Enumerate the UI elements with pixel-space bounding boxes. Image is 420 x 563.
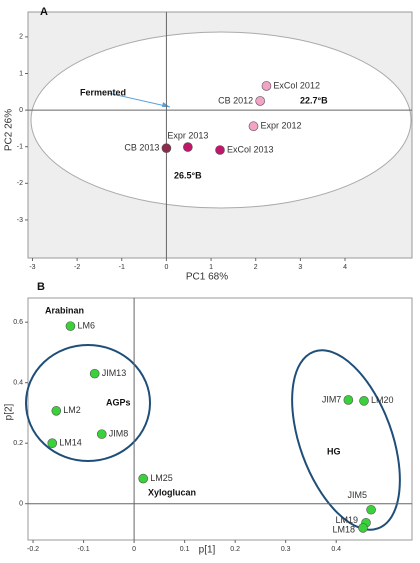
annotation: 22.7°B [300,95,328,105]
group-ellipse [25,344,151,462]
point-label: Expr 2013 [167,130,208,140]
point [161,143,172,153]
panel-title: A [40,6,48,18]
confidence-ellipse [30,31,412,209]
y-tick-label: 2 [19,34,23,41]
y-tick-label: 1 [19,70,23,77]
point-label: LM6 [77,321,95,331]
x-tick-label: 4 [343,264,347,271]
x-tick-label: 0.3 [281,546,291,553]
point-label: LM14 [59,438,82,448]
x-tick-label: 0.4 [331,546,341,553]
x-tick-label: 3 [298,264,302,271]
y-tick-label: -3 [17,217,23,224]
group-ellipse [291,349,401,531]
point-label: LM18 [332,524,355,534]
point [47,438,58,449]
point-label: JIM7 [322,394,342,404]
x-tick-label: -1 [119,264,125,271]
y-tick-label: -2 [17,180,23,187]
point-label: Expr 2012 [260,121,301,131]
y-tick-label: -1 [17,144,23,151]
point [255,96,265,106]
y-axis-title: PC2 26% [4,109,15,151]
point [366,504,376,515]
point [248,121,259,132]
point [51,406,62,416]
point-label: LM25 [150,473,173,483]
x-tick-label: -2 [74,264,80,271]
x-tick-label: 2 [254,264,258,271]
point-label: LM19 [336,515,359,525]
point [183,142,193,152]
point-label: LM20 [371,395,394,405]
y-tick-label: 0.6 [13,319,23,326]
annotation: Arabinan [45,305,84,315]
x-axis-title: PC1 68% [186,272,228,283]
point [261,81,272,91]
x-tick-label: 0.2 [230,546,240,553]
point-label: ExCol 2013 [227,144,274,154]
annotation: Xyloglucan [148,487,196,497]
point-label: LM2 [63,405,81,415]
annotation: AGPs [106,397,131,407]
panel-title: B [37,281,45,293]
point [215,145,225,155]
point-label: ExCol 2012 [273,80,320,90]
annotation: Fermented [80,87,126,97]
y-axis-title: p[2] [4,403,15,420]
point-label: JIM13 [102,368,127,378]
point [89,368,100,379]
y-tick-label: 0.2 [13,440,23,447]
x-tick-label: -0.1 [78,546,90,553]
y-tick-label: 0 [19,107,23,114]
point [96,429,107,439]
point-label: CB 2012 [218,95,253,105]
panel-b-frame [27,297,413,541]
annotation: 26.5°B [174,170,202,180]
x-axis-title: p[1] [199,545,216,556]
point [359,396,369,406]
point [358,523,368,533]
point-label: CB 2013 [124,143,159,153]
point-label: JIM8 [109,429,129,439]
x-tick-label: 0 [132,546,136,553]
annotation: HG [327,446,341,456]
point [343,395,354,405]
point [65,321,76,331]
x-tick-label: -0.2 [27,546,39,553]
point [138,473,148,484]
x-tick-label: 0.1 [180,546,190,553]
x-tick-label: 0 [164,264,168,271]
x-tick-label: -3 [29,264,35,271]
x-tick-label: 1 [209,264,213,271]
y-tick-label: 0.4 [13,380,23,387]
y-tick-label: 0 [19,501,23,508]
annotation-arrow [107,92,171,108]
point-label: JIM5 [348,490,368,500]
